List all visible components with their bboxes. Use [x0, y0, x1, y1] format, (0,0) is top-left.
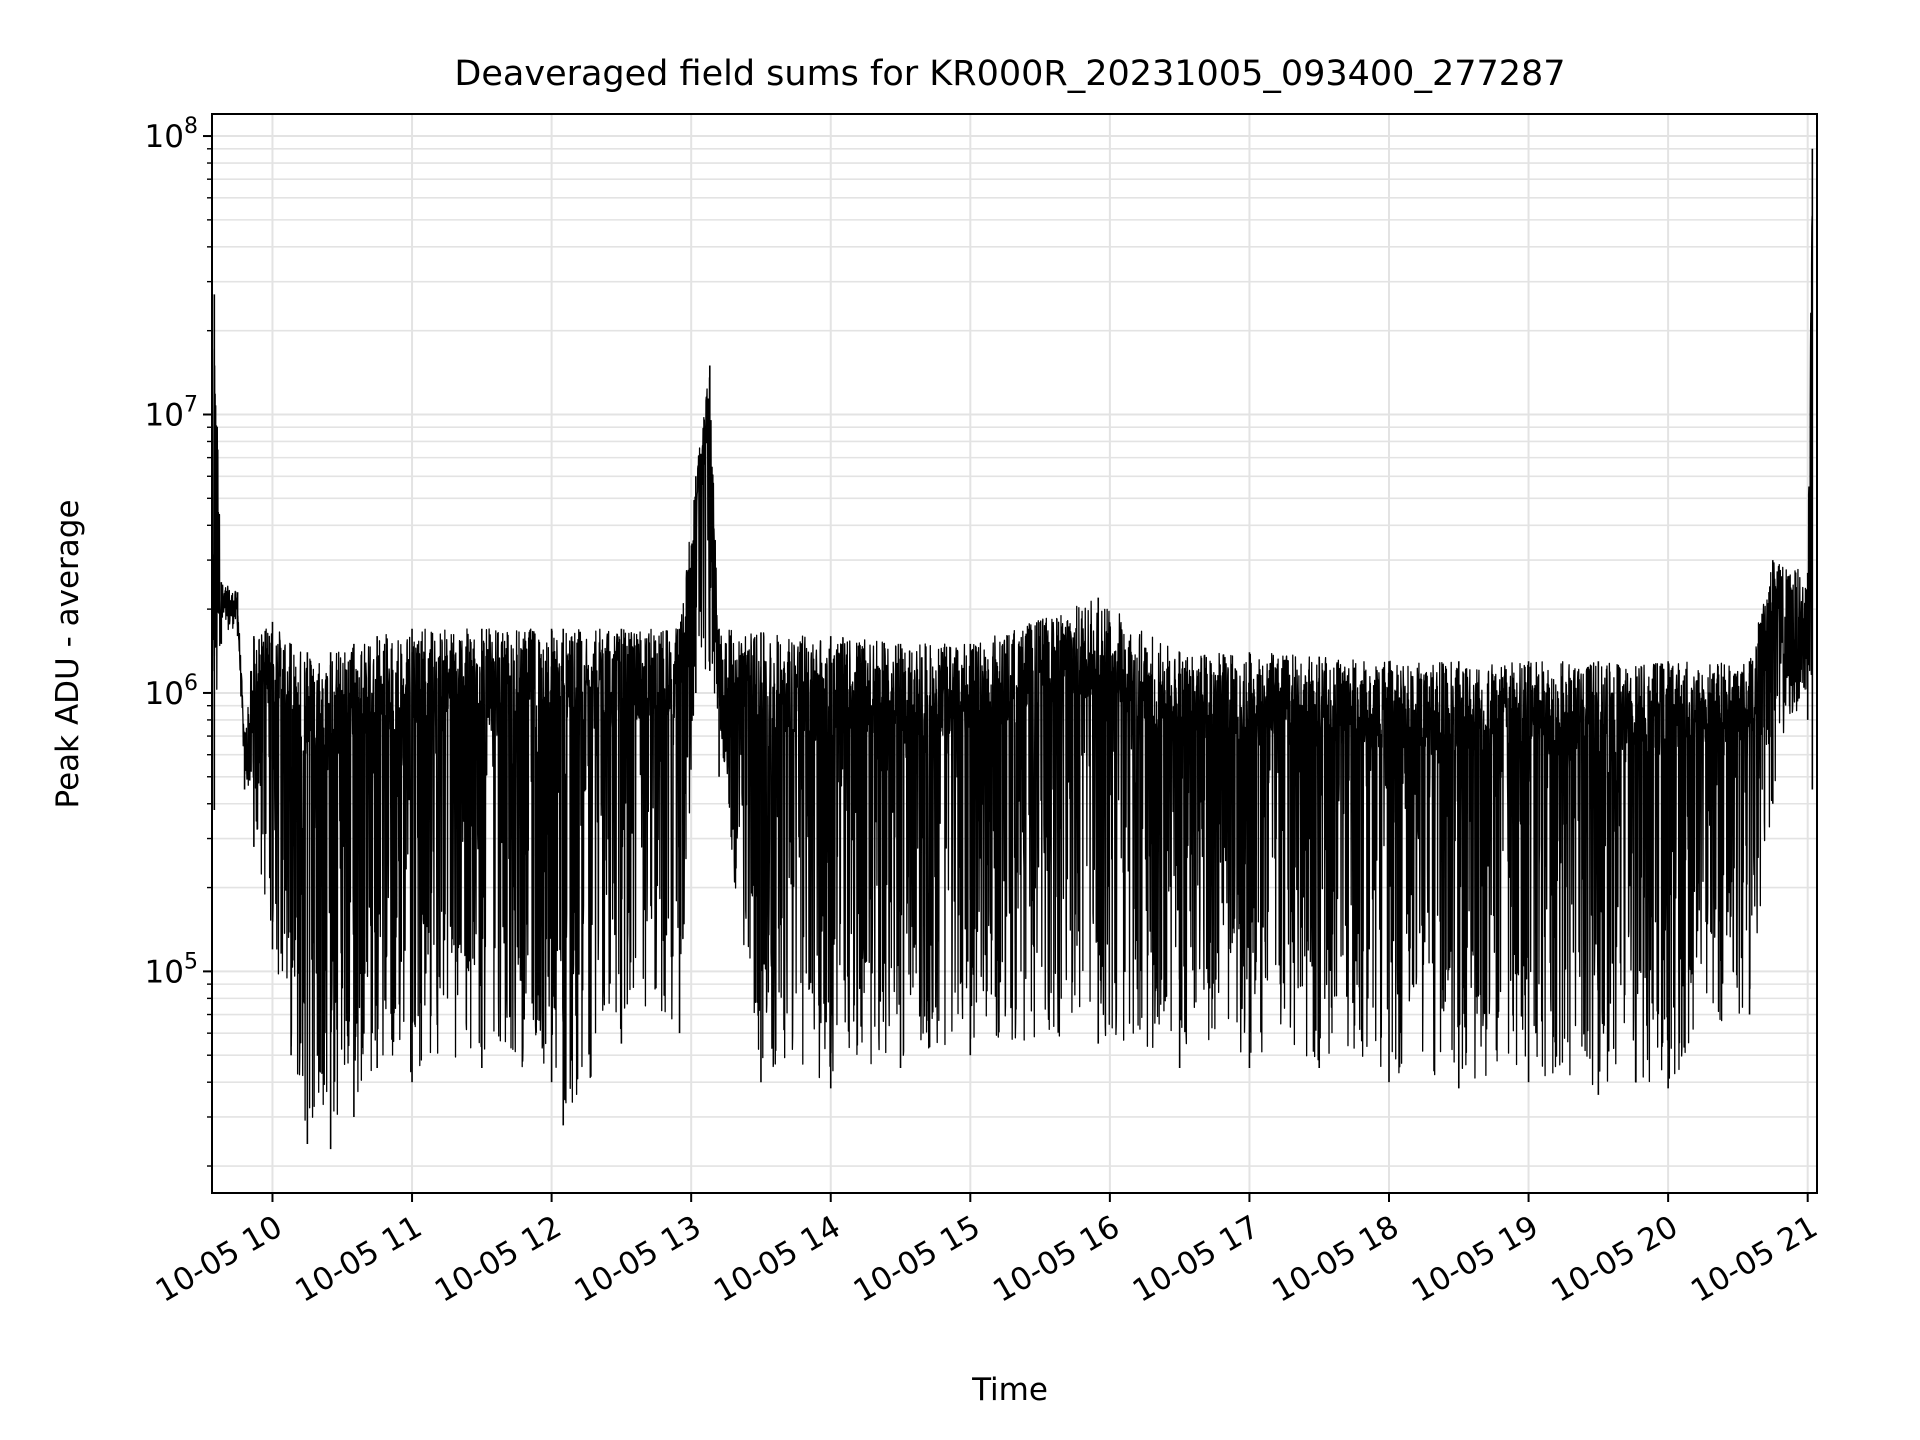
data-series: [211, 148, 1814, 1150]
y-tick-label: 108: [145, 114, 198, 155]
plot-frame: [211, 113, 1818, 1194]
series-line: [211, 215, 1813, 1121]
y-tick-label: 105: [145, 949, 198, 990]
y-axis-label: Peak ADU - average: [50, 499, 86, 808]
y-tick-label: 107: [145, 392, 198, 433]
x-axis-label: Time: [971, 1372, 1048, 1408]
y-tick-label: 106: [145, 671, 198, 712]
chart-title: Deaveraged field sums for KR000R_2023100…: [454, 54, 1565, 94]
